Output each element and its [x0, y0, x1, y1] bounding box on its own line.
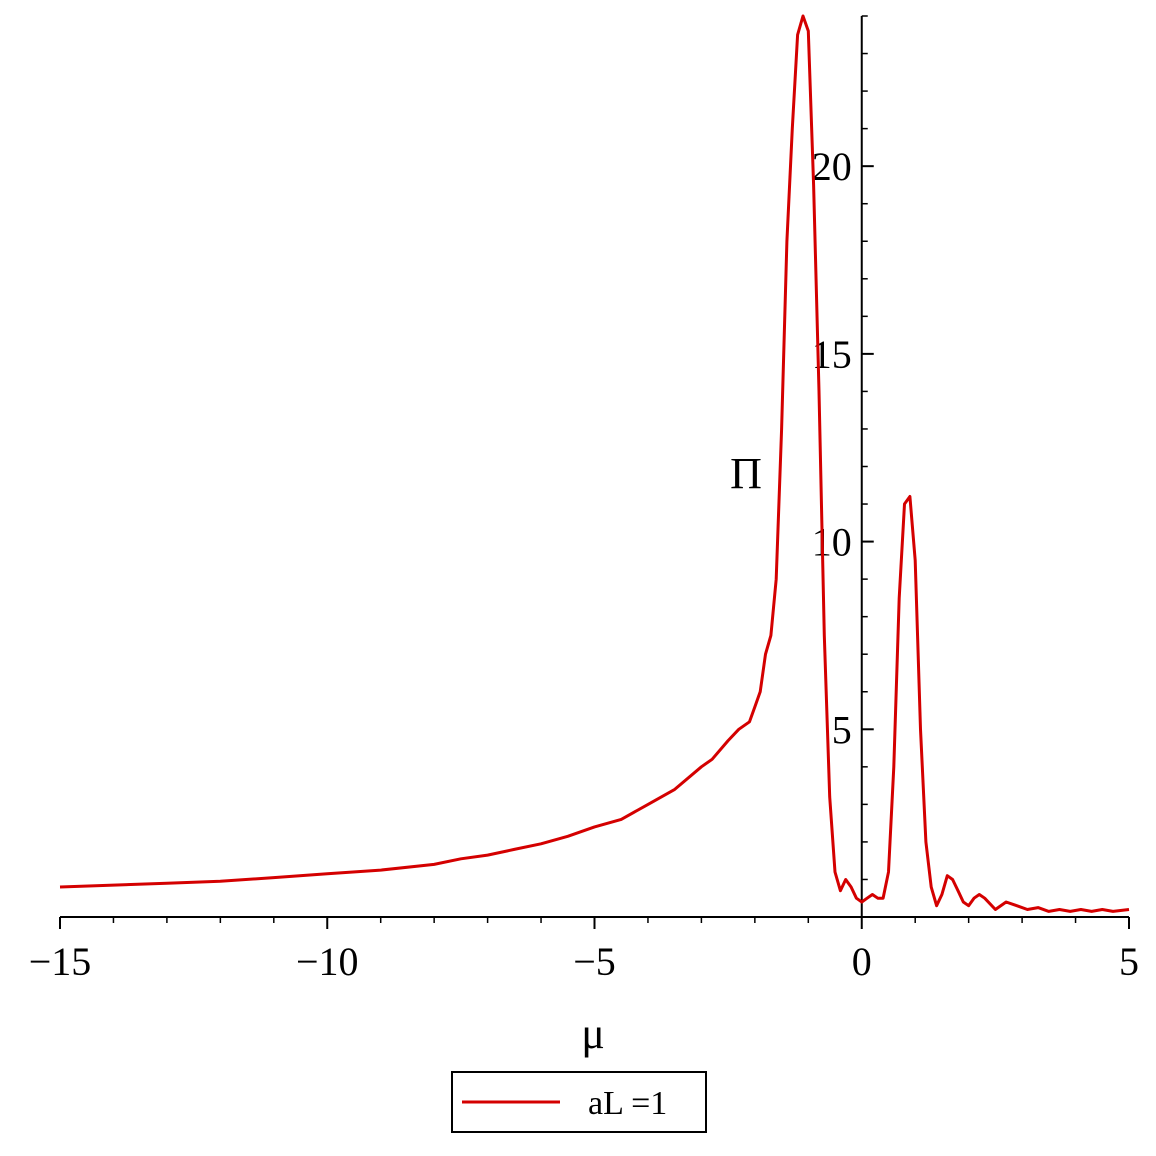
x-tick-label: −10 [296, 939, 359, 984]
y-tick-label: 20 [812, 144, 852, 189]
x-axis-title: μ [581, 1009, 605, 1058]
x-tick-label: −5 [573, 939, 616, 984]
series-line [59, 14, 1130, 913]
y-tick-label: 10 [812, 520, 852, 565]
y-axis-title: Π [730, 449, 762, 498]
x-tick-label: −15 [29, 939, 92, 984]
x-tick-label: 5 [1119, 939, 1139, 984]
legend: aL =1 [451, 1071, 707, 1133]
x-tick-label: 0 [852, 939, 872, 984]
plot-lines [59, 14, 1130, 913]
y-tick-label: 5 [832, 707, 852, 752]
legend-label: aL =1 [588, 1085, 667, 1122]
